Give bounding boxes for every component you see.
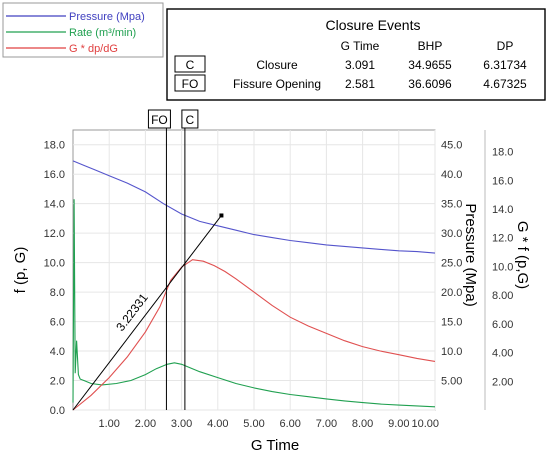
events-col-dp: DP bbox=[497, 39, 514, 53]
gf-tick-label: 6.00 bbox=[492, 319, 513, 331]
pressure-tick-label: 10.0 bbox=[441, 346, 462, 358]
pressure-tick-label: 25.0 bbox=[441, 258, 462, 270]
left-tick-label: 8.0 bbox=[50, 287, 65, 299]
series-pressure-line bbox=[72, 160, 436, 254]
events-row-c-code: C bbox=[186, 58, 195, 72]
tangent-end-marker bbox=[219, 213, 224, 218]
events-table-title: Closure Events bbox=[326, 17, 421, 33]
x-tick-label: 8.00 bbox=[352, 418, 373, 430]
x-tick-label: 9.00 bbox=[388, 418, 409, 430]
left-tick-label: 14.0 bbox=[44, 199, 65, 211]
left-tick-label: 2.0 bbox=[50, 376, 65, 388]
left-tick-label: 16.0 bbox=[44, 169, 65, 181]
x-tick-label: 2.00 bbox=[135, 418, 156, 430]
x-axis-label: G Time bbox=[251, 437, 299, 454]
pressure-tick-label: 30.0 bbox=[441, 228, 462, 240]
gf-tick-label: 14.0 bbox=[492, 204, 513, 216]
pressure-tick-label: 45.0 bbox=[441, 140, 462, 152]
event-marker-c-box bbox=[181, 109, 199, 129]
events-row-fo-dp: 4.67325 bbox=[483, 77, 527, 91]
left-tick-label: 6.0 bbox=[50, 317, 65, 329]
events-row-c-dp: 6.31734 bbox=[483, 58, 527, 72]
gf-axis-label: G * f (p,G) bbox=[514, 221, 531, 289]
left-axis-label: f (p, G) bbox=[12, 247, 29, 294]
series-rate-line bbox=[72, 199, 436, 408]
left-tick-label: 12.0 bbox=[44, 228, 65, 240]
gf-tick-label: 4.00 bbox=[492, 348, 513, 360]
pressure-axis-label: Pressure (Mpa) bbox=[462, 203, 479, 306]
x-tick-label: 5.00 bbox=[243, 418, 264, 430]
gf-tick-label: 10.0 bbox=[492, 261, 513, 273]
events-row-fo-code: FO bbox=[182, 77, 199, 91]
x-tick-label: 1.00 bbox=[98, 418, 119, 430]
x-tick-label: 3.00 bbox=[171, 418, 192, 430]
events-row-c-bhp: 34.9655 bbox=[408, 58, 452, 72]
x-axis-ticks: 1.00 2.00 3.00 4.00 5.00 6.00 7.00 8.00 9.00 10.0… bbox=[98, 418, 439, 430]
events-row-c-code-box bbox=[174, 55, 206, 73]
gf-tick-label: 8.00 bbox=[492, 290, 513, 302]
events-row-c-gtime: 3.091 bbox=[345, 58, 375, 72]
gf-tick-label: 18.0 bbox=[492, 147, 513, 159]
event-marker-c-label: C bbox=[186, 113, 195, 127]
event-marker-fo-label: FO bbox=[151, 113, 168, 127]
legend-label-gdpdg: G * dp/dG bbox=[69, 43, 118, 55]
left-tick-label: 18.0 bbox=[44, 140, 65, 152]
tangent-line bbox=[72, 215, 222, 411]
legend-label-pressure: Pressure (Mpa) bbox=[69, 11, 145, 23]
x-tick-label: 10.00 bbox=[411, 418, 439, 430]
events-row-c-name: Closure bbox=[256, 58, 298, 72]
pressure-tick-label: 15.0 bbox=[441, 317, 462, 329]
x-tick-label: 6.00 bbox=[279, 418, 300, 430]
pressure-tick-label: 35.0 bbox=[441, 199, 462, 211]
series-gdpdg-line bbox=[72, 259, 436, 411]
events-table-frame bbox=[166, 8, 546, 101]
gf-tick-label: 12.0 bbox=[492, 233, 513, 245]
pressure-tick-label: 20.0 bbox=[441, 287, 462, 299]
pressure-tick-label: 5.00 bbox=[441, 376, 462, 388]
left-axis-ticks: 0.0 2.0 4.0 6.0 8.0 10.0 12.0 14.0 16.0 18.0 bbox=[44, 140, 65, 417]
gf-tick-label: 2.00 bbox=[492, 376, 513, 388]
events-col-gtime: G Time bbox=[341, 39, 380, 53]
left-tick-label: 10.0 bbox=[44, 258, 65, 270]
events-row-fo-gtime: 2.581 bbox=[345, 77, 375, 91]
x-tick-label: 7.00 bbox=[316, 418, 337, 430]
left-tick-label: 0.0 bbox=[50, 405, 65, 417]
pressure-axis-ticks: 5.00 10.0 15.0 20.0 25.0 30.0 35.0 40.0 45.0 bbox=[441, 140, 462, 388]
closure-events-table: Closure Events G Time BHP DP C Closure 3… bbox=[166, 8, 546, 101]
gf-tick-label: 16.0 bbox=[492, 175, 513, 187]
events-col-bhp: BHP bbox=[418, 39, 443, 53]
legend: Pressure (Mpa) Rate (m³/min) G * dp/dG bbox=[2, 2, 164, 58]
pressure-tick-label: 40.0 bbox=[441, 169, 462, 181]
gf-axis-ticks: 2.00 4.00 6.00 8.00 10.0 12.0 14.0 16.0 18.0 bbox=[492, 147, 513, 389]
events-row-fo-code-box bbox=[174, 74, 206, 92]
x-tick-label: 4.00 bbox=[207, 418, 228, 430]
legend-label-rate: Rate (m³/min) bbox=[69, 27, 136, 39]
event-marker-fo-box bbox=[147, 109, 171, 129]
left-tick-label: 4.0 bbox=[50, 346, 65, 358]
events-row-fo-bhp: 36.6096 bbox=[408, 77, 452, 91]
events-row-fo-name: Fissure Opening bbox=[233, 77, 321, 91]
